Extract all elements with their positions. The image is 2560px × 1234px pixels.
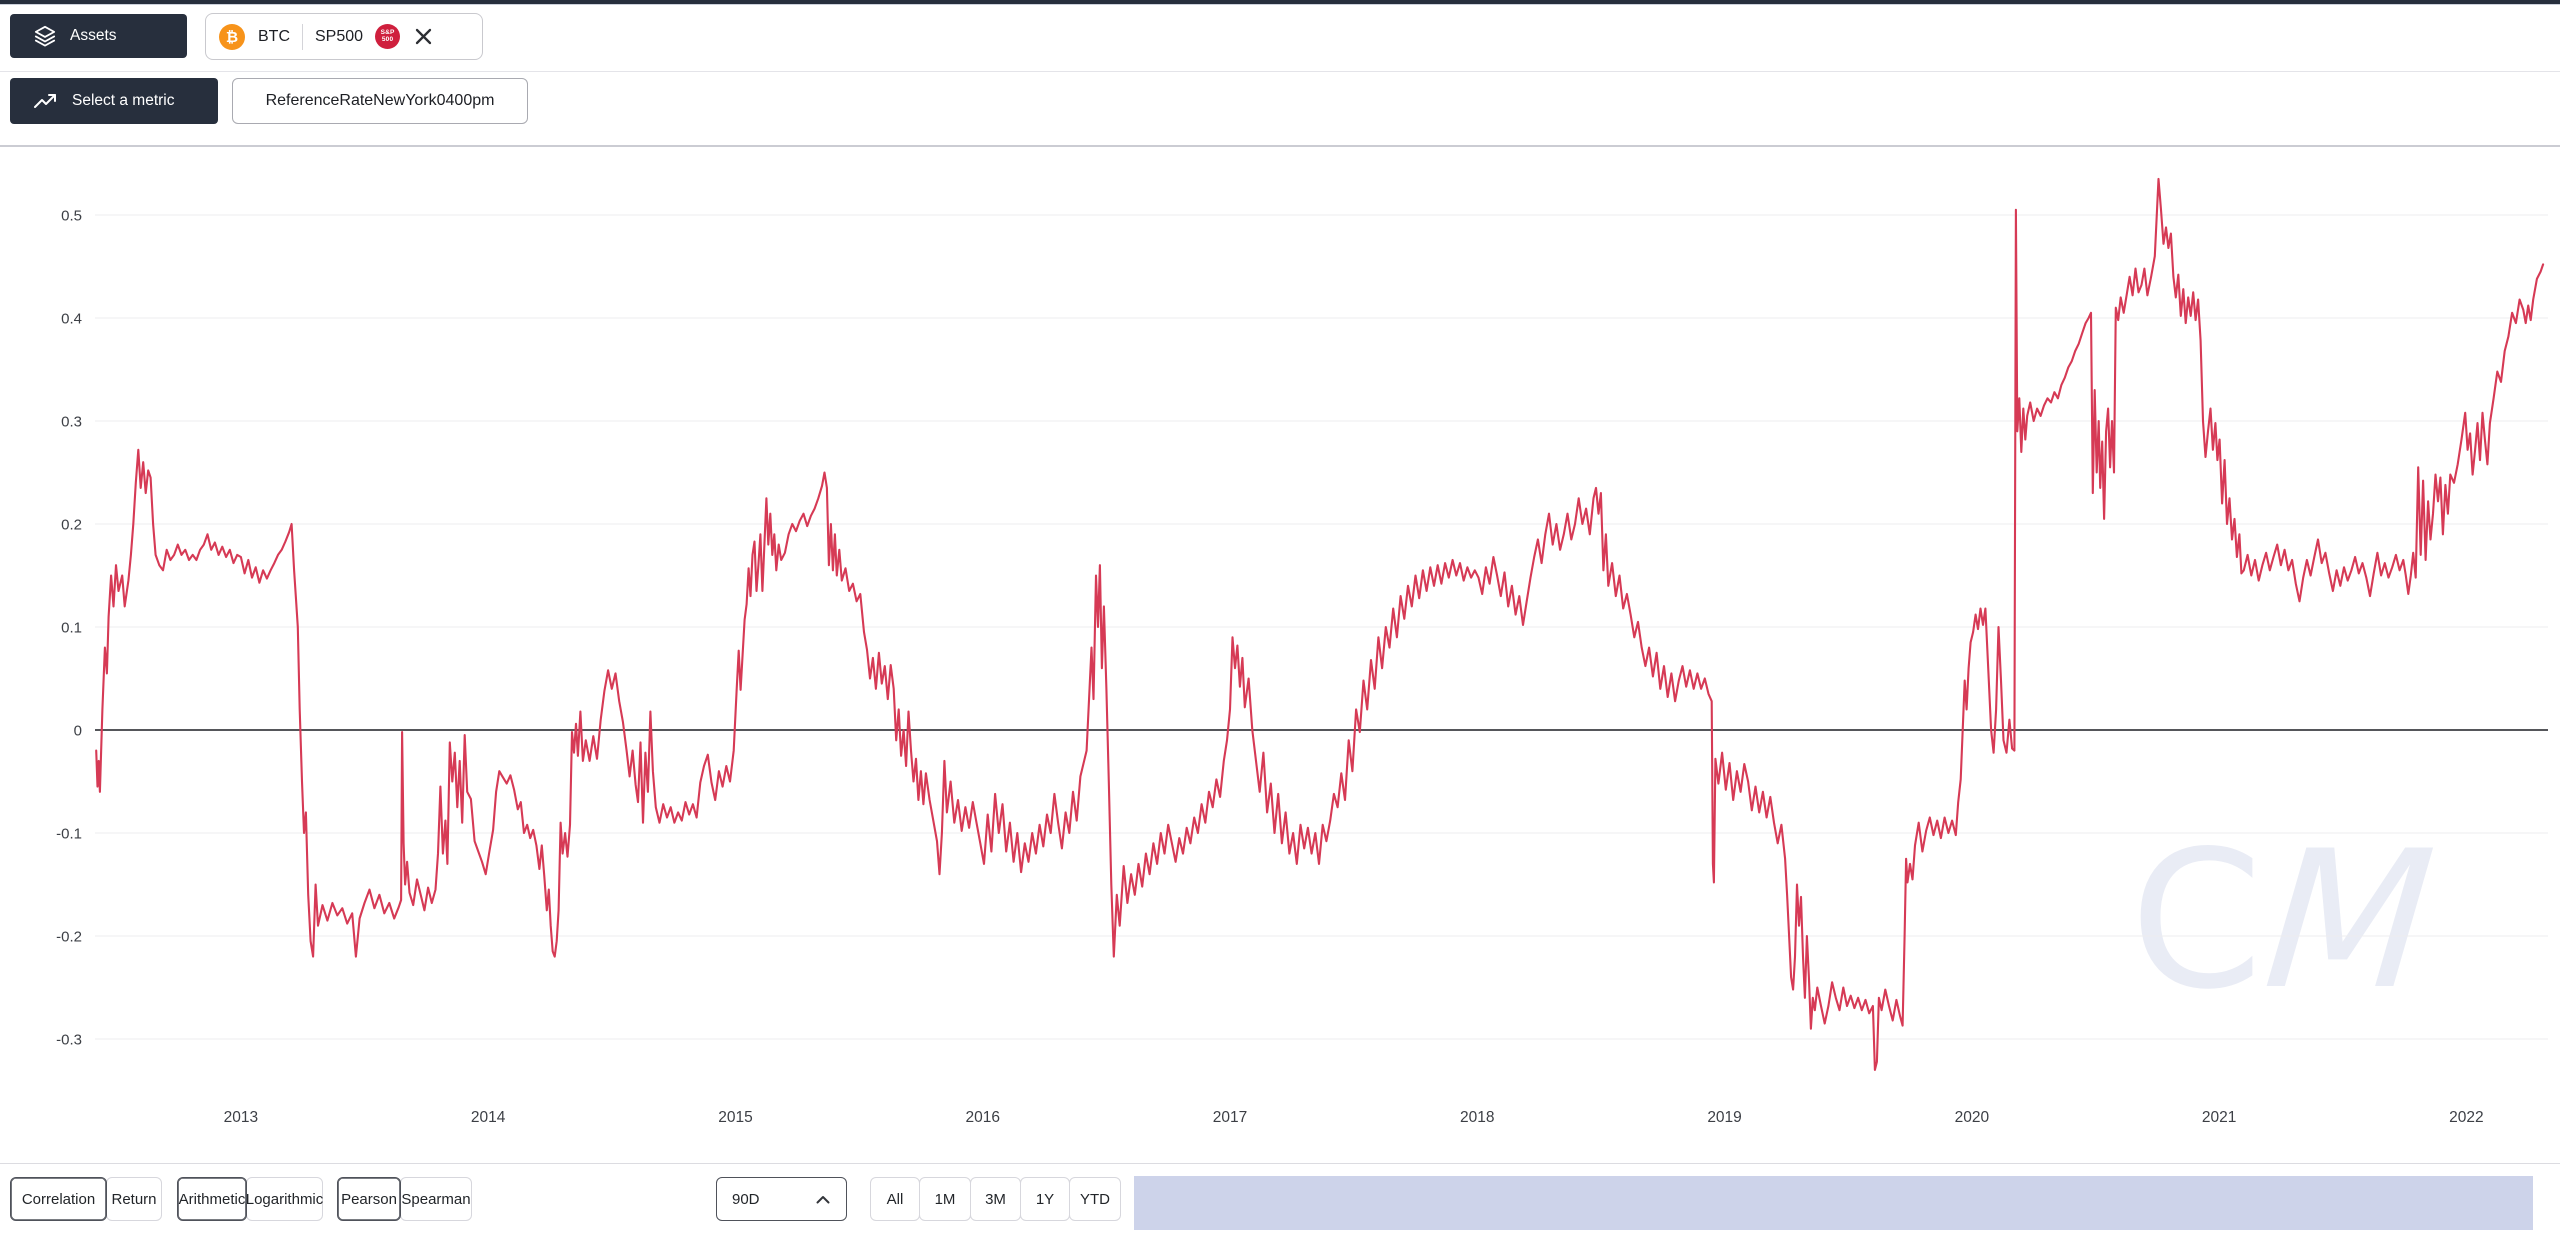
correlation-series-line (95, 177, 2545, 1071)
y-axis-tick-label: 0.5 (61, 208, 82, 225)
select-metric-button-label: Select a metric (72, 92, 175, 109)
range-option-ytd[interactable]: YTD (1069, 1177, 1121, 1221)
correlation-chart[interactable]: CM 0.5 0.4 0.3 0.2 0.1 0 -0.1 -0.2 -0.3 2013 2014 20… (0, 150, 2560, 1162)
method-segmented-control: Pearson Spearman (337, 1177, 472, 1221)
window-dropdown[interactable]: 90D (716, 1177, 847, 1221)
x-axis-tick-label: 2016 (965, 1109, 999, 1126)
scale-option-arithmetic[interactable]: Arithmetic (177, 1177, 247, 1221)
top-accent-bar (0, 0, 2560, 4)
window-dropdown-value: 90D (732, 1190, 760, 1208)
top-accent-shadow (0, 4, 2560, 5)
chevron-up-icon (816, 1195, 830, 1203)
y-axis-tick-label: 0.3 (61, 414, 82, 431)
sp500-icon: S&P 500 (375, 24, 401, 49)
chip-separator (302, 23, 303, 50)
x-axis-tick-label: 2021 (2202, 1109, 2236, 1126)
close-icon (415, 28, 432, 45)
x-axis-tick-label: 2015 (718, 1109, 752, 1126)
remove-asset-pair-button[interactable] (414, 27, 433, 46)
scale-option-logarithmic[interactable]: Logarithmic (246, 1177, 323, 1221)
range-option-3m[interactable]: 3M (970, 1177, 1021, 1221)
method-option-pearson[interactable]: Pearson (337, 1177, 401, 1221)
range-option-1y[interactable]: 1Y (1020, 1177, 1070, 1221)
range-segmented-control: All 1M 3M 1Y YTD (870, 1177, 1121, 1221)
x-axis-tick-label: 2019 (1707, 1109, 1741, 1126)
scale-segmented-control: Arithmetic Logarithmic (177, 1177, 323, 1221)
header-divider-1 (0, 71, 2560, 72)
y-axis-tick-label: -0.1 (56, 826, 82, 843)
y-axis-tick-label: 0.2 (61, 517, 82, 534)
asset-label-btc: BTC (258, 27, 290, 45)
watermark-letter-c: C (2130, 810, 2263, 1031)
asset-label-sp500: SP500 (315, 27, 364, 45)
y-axis-tick-label: 0.1 (61, 620, 82, 637)
y-axis-tick-label: -0.3 (56, 1032, 82, 1049)
method-option-spearman[interactable]: Spearman (400, 1177, 472, 1221)
x-axis-tick-label: 2018 (1460, 1109, 1494, 1126)
y-axis-tick-label: 0 (74, 723, 82, 740)
header-divider-2 (0, 145, 2560, 147)
layers-icon (34, 25, 56, 47)
select-metric-button[interactable]: Select a metric (10, 78, 218, 124)
x-axis-tick-label: 2022 (2449, 1109, 2483, 1126)
mode-option-correlation[interactable]: Correlation (10, 1177, 107, 1221)
x-axis-tick-label: 2014 (471, 1109, 506, 1126)
range-option-all[interactable]: All (870, 1177, 920, 1221)
mode-option-return[interactable]: Return (106, 1177, 162, 1221)
range-option-1m[interactable]: 1M (919, 1177, 971, 1221)
mode-segmented-control: Correlation Return (10, 1177, 162, 1221)
assets-button[interactable]: Assets (10, 14, 187, 58)
watermark-letter-m: M (2235, 810, 2462, 1031)
trending-up-icon (34, 92, 58, 110)
timeline-scrollbar[interactable] (1134, 1176, 2533, 1230)
assets-button-label: Assets (70, 27, 117, 44)
metric-chip-label: ReferenceRateNewYork0400pm (265, 92, 495, 109)
x-axis-tick-label: 2020 (1955, 1109, 1990, 1126)
y-axis-tick-label: -0.2 (56, 929, 82, 946)
footer-divider (0, 1163, 2560, 1164)
btc-icon: ₿ (219, 23, 245, 50)
metric-chip[interactable]: ReferenceRateNewYork0400pm (232, 78, 528, 124)
x-axis-tick-label: 2013 (224, 1109, 258, 1126)
x-axis-tick-label: 2017 (1213, 1109, 1247, 1126)
asset-pair-chip[interactable]: ₿ BTC SP500 S&P 500 (205, 13, 483, 60)
y-axis-tick-label: 0.4 (61, 311, 82, 328)
